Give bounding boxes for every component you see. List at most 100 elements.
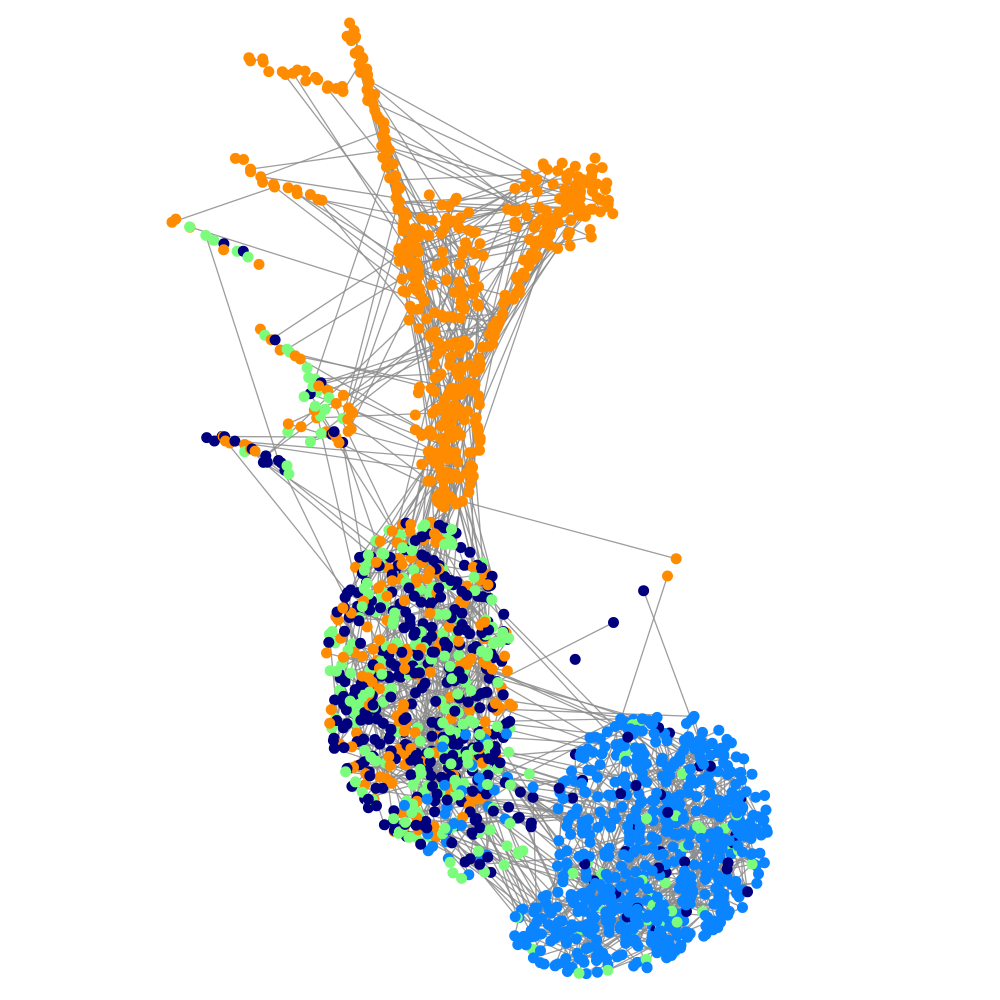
graph-node (337, 389, 349, 401)
graph-node (398, 699, 410, 711)
graph-node (523, 260, 535, 272)
graph-node (448, 312, 459, 323)
graph-node (450, 408, 462, 420)
graph-node (466, 827, 478, 839)
graph-node (415, 767, 427, 779)
graph-node (443, 403, 455, 415)
graph-node (425, 451, 436, 463)
graph-node (498, 859, 510, 871)
graph-node (281, 343, 293, 355)
graph-node (424, 666, 436, 678)
graph-node (337, 602, 349, 614)
graph-node (654, 925, 665, 937)
graph-node (533, 201, 545, 213)
graph-node (393, 826, 405, 838)
graph-edge (398, 193, 575, 203)
graph-node (429, 646, 440, 658)
graph-node (628, 846, 640, 858)
graph-node (639, 844, 651, 856)
graph-edge (296, 193, 417, 283)
graph-node (615, 881, 627, 892)
graph-node (456, 872, 468, 884)
graph-node (385, 691, 397, 703)
graph-node (589, 152, 601, 164)
graph-node (750, 791, 762, 803)
graph-node (381, 590, 393, 602)
graph-node (573, 850, 585, 862)
graph-node (562, 814, 574, 826)
graph-node (242, 251, 254, 263)
graph-node (624, 879, 636, 891)
graph-node (608, 617, 619, 628)
graph-node (480, 686, 492, 698)
graph-node (573, 967, 585, 979)
graph-node (386, 575, 398, 587)
graph-node (555, 915, 567, 927)
graph-node (566, 765, 578, 777)
graph-node (218, 244, 230, 256)
graph-node (386, 525, 398, 537)
graph-node (339, 676, 351, 688)
graph-edge (367, 79, 566, 190)
graph-node (463, 207, 475, 218)
graph-node (590, 940, 602, 952)
graph-node (396, 646, 408, 658)
graph-node (538, 958, 550, 970)
graph-node (376, 668, 388, 680)
graph-node (712, 766, 724, 778)
graph-node (487, 805, 499, 817)
graph-edge (234, 440, 431, 459)
graph-node (474, 729, 486, 740)
graph-node (662, 570, 673, 582)
graph-node (497, 626, 509, 638)
graph-node (426, 279, 438, 291)
graph-edge (309, 166, 388, 394)
graph-node (659, 877, 671, 889)
graph-node (457, 672, 468, 684)
graph-node (298, 391, 310, 403)
graph-node (503, 746, 515, 758)
graph-node (705, 749, 717, 761)
graph-node (414, 225, 426, 237)
graph-node (354, 551, 366, 563)
graph-node (477, 250, 489, 262)
graph-node (353, 615, 365, 627)
graph-node (481, 650, 493, 662)
graph-node (436, 741, 448, 753)
graph-node (547, 178, 559, 190)
graph-node (324, 717, 336, 729)
graph-node (492, 677, 504, 688)
graph-node (383, 751, 395, 762)
graph-node (552, 165, 564, 177)
graph-node (686, 713, 698, 725)
graph-node (561, 169, 573, 181)
graph-node (681, 931, 693, 943)
graph-node (431, 788, 443, 800)
graph-node (499, 650, 511, 662)
graph-node (410, 819, 422, 831)
graph-node (410, 749, 422, 761)
graph-edge (250, 149, 390, 170)
graph-node (403, 831, 415, 843)
graph-edge (281, 71, 415, 246)
graph-node (415, 596, 427, 608)
graph-node (465, 652, 477, 664)
graph-edge (532, 760, 627, 788)
graph-node (700, 741, 712, 753)
graph-node (410, 241, 422, 253)
graph-node (442, 215, 454, 227)
graph-node (605, 914, 617, 926)
graph-node (572, 906, 584, 918)
graph-node (324, 665, 336, 677)
graph-node (465, 685, 477, 697)
graph-node (474, 435, 486, 447)
graph-node (399, 816, 411, 828)
graph-node (585, 203, 597, 215)
graph-node (602, 199, 614, 210)
graph-node (367, 643, 379, 655)
graph-node (601, 177, 613, 189)
graph-node (459, 856, 471, 868)
graph-node (494, 757, 506, 769)
graph-node (355, 637, 366, 649)
graph-node (677, 895, 688, 907)
